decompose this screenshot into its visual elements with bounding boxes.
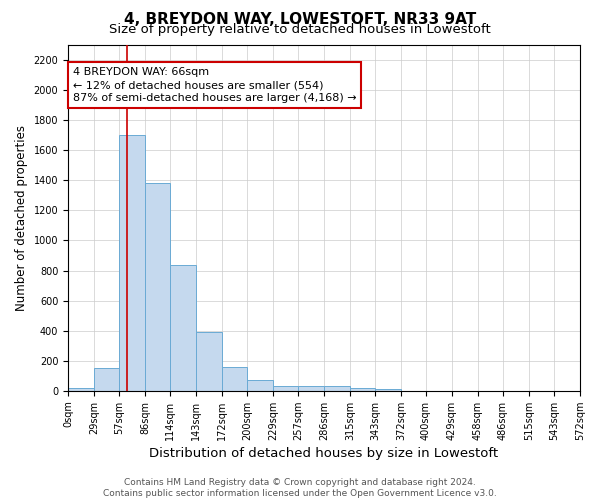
X-axis label: Distribution of detached houses by size in Lowestoft: Distribution of detached houses by size … [149,447,499,460]
Bar [68,388,94,391]
Bar [145,184,170,391]
Text: Contains HM Land Registry data © Crown copyright and database right 2024.
Contai: Contains HM Land Registry data © Crown c… [103,478,497,498]
Bar [119,135,145,391]
Bar [170,264,196,391]
Text: 4, BREYDON WAY, LOWESTOFT, NR33 9AT: 4, BREYDON WAY, LOWESTOFT, NR33 9AT [124,12,476,28]
Bar [350,388,375,391]
Y-axis label: Number of detached properties: Number of detached properties [15,125,28,311]
Bar [273,386,298,391]
Text: Size of property relative to detached houses in Lowestoft: Size of property relative to detached ho… [109,22,491,36]
Bar [375,390,401,391]
Bar [222,367,247,391]
Text: 4 BREYDON WAY: 66sqm
← 12% of detached houses are smaller (554)
87% of semi-deta: 4 BREYDON WAY: 66sqm ← 12% of detached h… [73,67,356,103]
Bar [324,386,350,391]
Bar [196,332,222,391]
Bar [298,386,324,391]
Bar [94,368,119,391]
Bar [247,380,273,391]
